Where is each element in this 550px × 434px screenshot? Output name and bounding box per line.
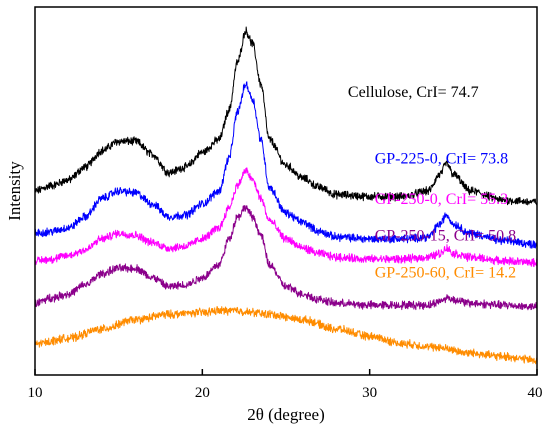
x-tick-label-20: 20 [195,385,210,401]
series-label-5: GP-250-60, CrI= 14.2 [375,265,516,282]
series-label-1: Cellulose, CrI= 74.7 [348,84,479,101]
series-labels: Cellulose, CrI= 74.7 GP-225-0, CrI= 73.8 G… [348,84,516,281]
series-curve-4 [34,205,538,311]
series-curve-3 [34,167,538,268]
series-label-2: GP-225-0, CrI= 73.8 [375,150,508,167]
series-curve-2 [34,81,538,249]
series-curve-5 [34,306,538,365]
x-axis-title: 2θ (degree) [247,405,325,424]
series-curve-1 [34,26,538,206]
plot-frame [34,6,538,376]
x-tick-label-10: 10 [28,385,43,401]
y-axis-title: Intensity [5,161,24,221]
series-label-3: GP-250-0, CrI= 55.3 [375,191,508,208]
series-label-4: GP-250-15, CrI= 50.8 [375,228,516,245]
x-axis-ticks [34,369,538,375]
x-axis-tick-labels: 10 20 30 40 [28,385,543,401]
series-curves [34,26,538,365]
x-tick-label-40: 40 [528,385,543,401]
x-tick-label-30: 30 [362,385,377,401]
